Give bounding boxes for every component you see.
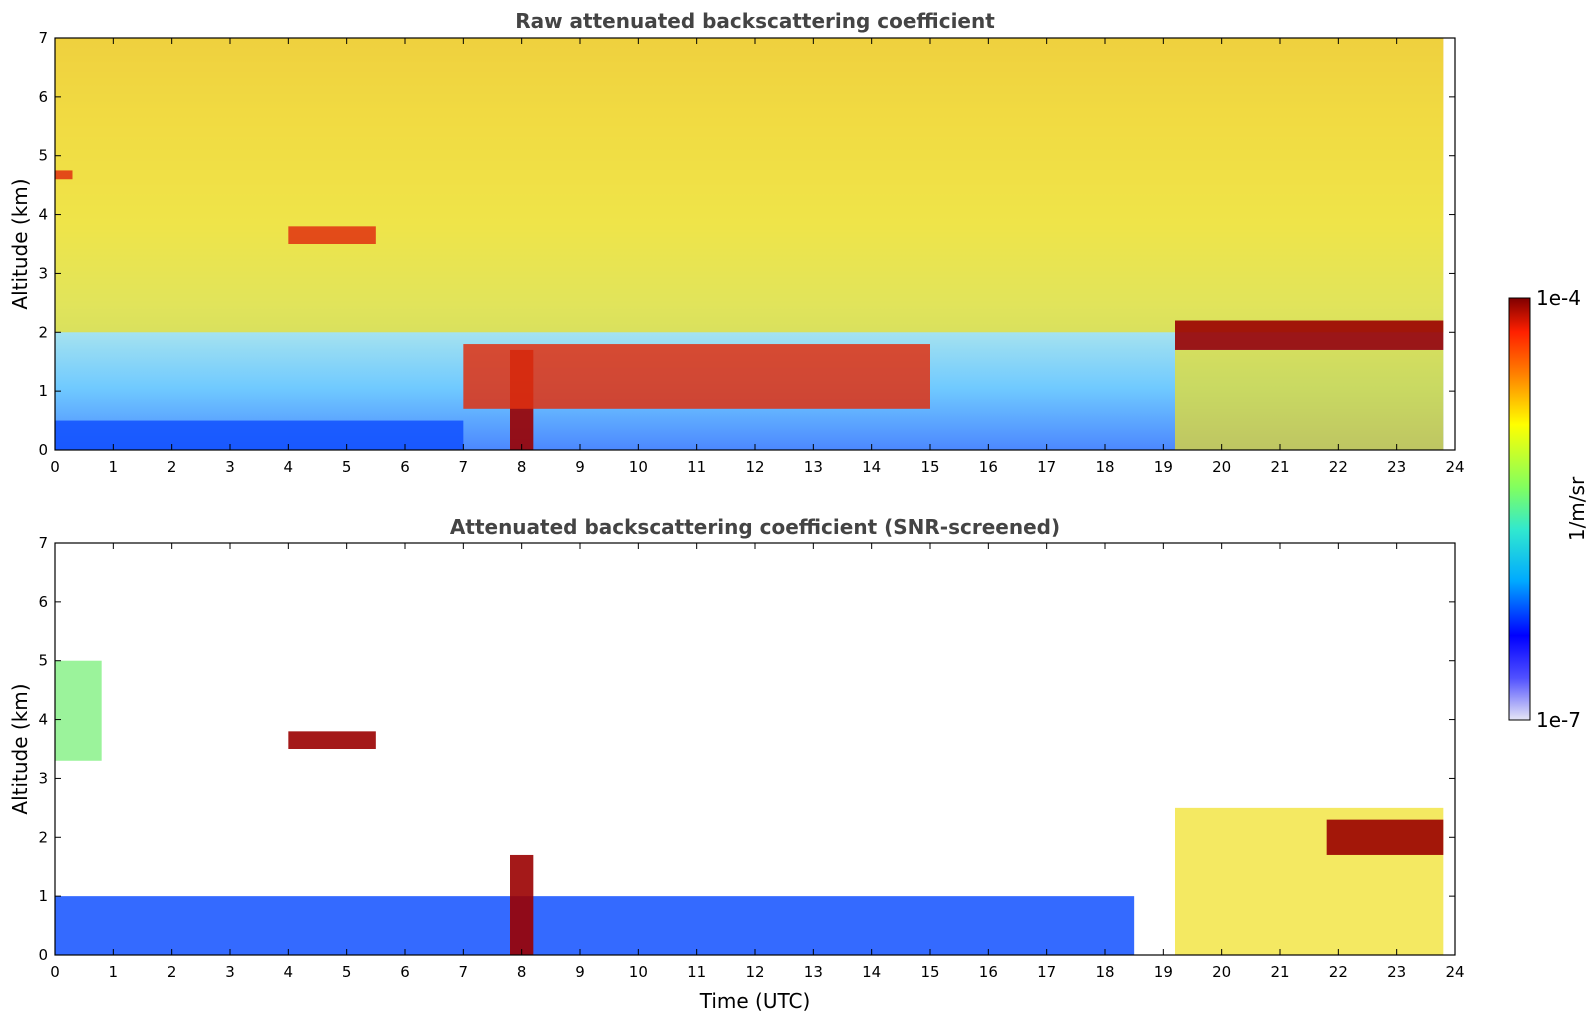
feature-elevated-layer [55,170,73,180]
x-tick-label: 12 [745,458,764,476]
x-axis: 0 1 2 3 4 5 6 7 8 9 10 11 12 13 14 15 16 17 18 19 20 21 22 23 24 [50,38,1465,476]
x-tick-label: 3 [225,458,235,476]
x-tick-label: 7 [459,963,469,981]
colorbar: 1e-4 1e-7 1/m/sr [1508,286,1589,732]
colorbar-scale [1508,297,1531,721]
x-tick-label: 15 [920,963,939,981]
y-tick-label: 3 [38,769,48,787]
y-axis-label: Altitude (km) [8,178,32,309]
x-tick-label: 22 [1329,458,1348,476]
y-tick-label: 4 [38,711,48,729]
y-tick-label: 1 [38,887,48,905]
x-tick-label: 9 [575,458,585,476]
x-tick-label: 15 [920,458,939,476]
colorbar-max-label: 1e-4 [1536,286,1581,310]
x-tick-label: 14 [862,963,881,981]
chart-title: Raw attenuated backscattering coefficien… [515,9,995,33]
x-tick-label: 22 [1329,963,1348,981]
x-tick-label: 18 [1095,458,1114,476]
y-axis: 0 1 2 3 4 5 6 7 [38,29,1455,459]
x-tick-label: 14 [862,458,881,476]
y-tick-label: 1 [38,382,48,400]
x-tick-label: 16 [979,458,998,476]
x-tick-label: 20 [1212,458,1231,476]
x-tick-label: 10 [629,963,648,981]
y-tick-label: 7 [38,29,48,47]
y-tick-label: 7 [38,534,48,552]
x-tick-label: 0 [50,458,60,476]
x-tick-label: 0 [50,963,60,981]
x-tick-label: 19 [1154,963,1173,981]
x-tick-label: 19 [1154,458,1173,476]
y-tick-label: 5 [38,652,48,670]
x-tick-label: 21 [1270,963,1289,981]
y-tick-label: 6 [38,88,48,106]
x-tick-label: 24 [1445,458,1464,476]
feature-boundary-layer [55,420,464,450]
colorbar-units-label: 1/m/sr [1565,476,1589,541]
feature-convective-plumes [510,854,534,955]
x-tick-label: 4 [284,963,294,981]
x-tick-label: 8 [517,963,527,981]
feature-boundary-layer [55,896,1135,955]
heatmap-screened [55,660,1444,955]
x-tick-label: 6 [400,963,410,981]
x-tick-label: 5 [342,963,352,981]
x-tick-label: 5 [342,458,352,476]
y-tick-label: 2 [38,828,48,846]
y-axis: 0 1 2 3 4 5 6 7 [38,534,1455,964]
x-tick-label: 8 [517,458,527,476]
x-tick-label: 24 [1445,963,1464,981]
x-axis: 0 1 2 3 4 5 6 7 8 9 10 11 12 13 14 15 16 17 18 19 20 21 22 23 24 [50,543,1465,981]
x-tick-label: 17 [1037,458,1056,476]
heatmap-raw [55,38,1444,450]
colorbar-min-label: 1e-7 [1536,708,1581,732]
x-tick-label: 3 [225,963,235,981]
x-tick-label: 10 [629,458,648,476]
x-tick-label: 2 [167,458,177,476]
x-tick-label: 11 [687,458,706,476]
x-tick-label: 23 [1387,458,1406,476]
y-tick-label: 2 [38,323,48,341]
feature-residual-layer [1175,349,1444,450]
y-tick-label: 4 [38,206,48,224]
x-tick-label: 20 [1212,963,1231,981]
panel-raw: Raw attenuated backscattering coefficien… [8,9,1465,476]
x-tick-label: 1 [109,458,119,476]
x-tick-label: 13 [804,963,823,981]
chart-title: Attenuated backscattering coefficient (S… [450,515,1060,539]
x-tick-label: 2 [167,963,177,981]
x-tick-label: 17 [1037,963,1056,981]
x-tick-label: 6 [400,458,410,476]
x-axis-label: Time (UTC) [699,989,811,1013]
y-tick-label: 3 [38,264,48,282]
feature-elevated-layer [288,226,376,244]
x-tick-label: 4 [284,458,294,476]
x-tick-label: 13 [804,458,823,476]
y-axis-label: Altitude (km) [8,683,32,814]
feature-elevated-layer [55,660,102,761]
y-tick-label: 0 [38,946,48,964]
y-tick-label: 0 [38,441,48,459]
x-tick-label: 12 [745,963,764,981]
x-tick-label: 23 [1387,963,1406,981]
x-tick-label: 18 [1095,963,1114,981]
x-tick-label: 21 [1270,458,1289,476]
x-tick-label: 16 [979,963,998,981]
x-tick-label: 9 [575,963,585,981]
feature-cloud-tops [463,344,930,409]
y-tick-label: 6 [38,593,48,611]
panel-snr-screened: Attenuated backscattering coefficient (S… [8,515,1465,1013]
feature-background-noise [55,38,1444,333]
x-tick-label: 1 [109,963,119,981]
feature-cloud-layer [1326,819,1444,855]
feature-cloud-layer [1175,320,1444,350]
y-tick-label: 5 [38,147,48,165]
x-tick-label: 11 [687,963,706,981]
x-tick-label: 7 [459,458,469,476]
feature-elevated-layer [288,731,376,749]
